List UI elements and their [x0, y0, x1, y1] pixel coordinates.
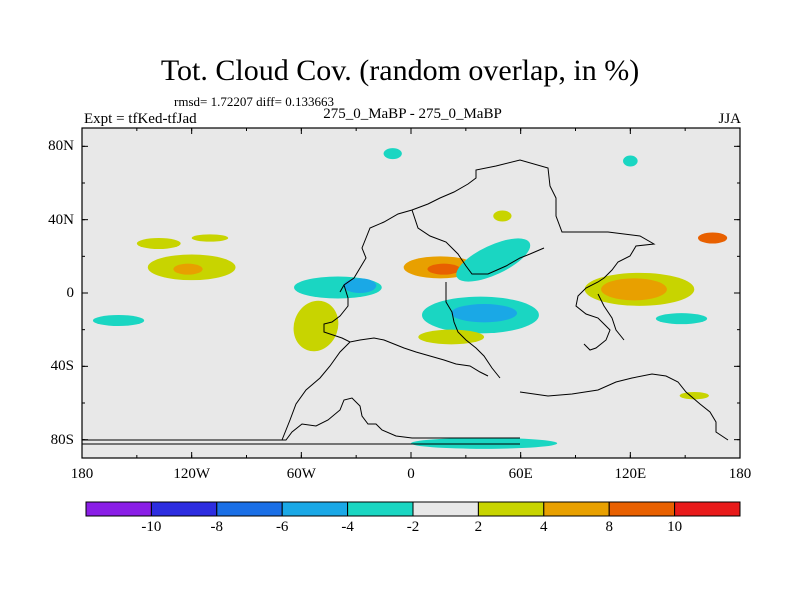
- coastline: [519, 373, 729, 441]
- tick-label: 60E: [508, 466, 533, 482]
- chart-title: Tot. Cloud Cov. (random overlap, in %): [160, 54, 640, 87]
- tick-label: 80S: [50, 431, 74, 448]
- tick-label: -4: [341, 519, 354, 535]
- tick-label: 0: [66, 285, 75, 301]
- anomaly-region: [293, 300, 339, 352]
- tick-label: 40N: [48, 211, 74, 228]
- anomaly-region: [601, 278, 667, 301]
- anomaly-region: [679, 392, 709, 400]
- anomaly-region: [136, 238, 181, 249]
- coastline: [597, 293, 625, 341]
- coastline: [411, 209, 545, 275]
- experiment-label: Expt = tfKed-tfJad: [84, 111, 197, 127]
- colorbar: [85, 501, 741, 517]
- coastline: [82, 397, 520, 441]
- anomaly-region: [623, 155, 638, 167]
- coastline: [323, 284, 489, 377]
- colorbar-segment: [216, 501, 283, 517]
- tick-label: 80N: [48, 138, 74, 155]
- tick-label: 60W: [286, 466, 316, 482]
- colorbar-segment: [543, 501, 610, 517]
- anomaly-region: [451, 304, 518, 323]
- colorbar-segment: [281, 501, 349, 517]
- plot-area: [82, 128, 740, 458]
- anomaly-region: [655, 313, 708, 325]
- stats-text: rmsd= 1.72207 diff= 0.133663: [174, 94, 334, 109]
- anomaly-region: [697, 232, 728, 244]
- coastline: [445, 282, 501, 379]
- tick-label: 180: [728, 466, 752, 482]
- anomaly-region: [173, 263, 203, 275]
- coastline: [281, 341, 351, 441]
- tick-label: 8: [605, 519, 613, 535]
- colorbar-segment: [85, 501, 152, 517]
- anomaly-region: [343, 278, 377, 293]
- tick-label: -6: [275, 519, 289, 535]
- coastline: [339, 159, 656, 351]
- season-label: JJA: [718, 111, 741, 127]
- colorbar-segment: [347, 501, 414, 517]
- tick-label: 180: [70, 466, 94, 482]
- colorbar-segment: [150, 501, 218, 517]
- anomaly-region: [493, 210, 512, 222]
- colorbar-segment: [608, 501, 676, 517]
- tick-label: 40S: [50, 358, 74, 375]
- anomaly-region: [418, 329, 485, 345]
- tick-label: -8: [210, 519, 224, 535]
- tick-label: 2: [474, 519, 483, 535]
- colorbar-segment: [674, 501, 741, 517]
- tick-label: 10: [667, 519, 683, 535]
- anomaly-region: [191, 234, 229, 242]
- tick-label: -10: [141, 519, 162, 535]
- tick-label: 120E: [614, 466, 647, 482]
- tick-label: 4: [540, 519, 548, 535]
- colorbar-segment: [477, 501, 545, 517]
- anomaly-region: [456, 238, 531, 282]
- tick-label: 0: [407, 466, 415, 482]
- anomaly-region: [411, 437, 558, 449]
- case-label: 275_0_MaBP - 275_0_MaBP: [323, 106, 502, 122]
- coastline-layer: [82, 159, 729, 445]
- anomaly-region: [92, 315, 145, 326]
- tick-label: -2: [406, 519, 420, 535]
- anomaly-region: [383, 148, 402, 160]
- axes-layer: [81, 127, 741, 459]
- tick-label: 120W: [173, 466, 210, 482]
- anomaly-region: [427, 263, 461, 275]
- colorbar-segment: [412, 501, 479, 517]
